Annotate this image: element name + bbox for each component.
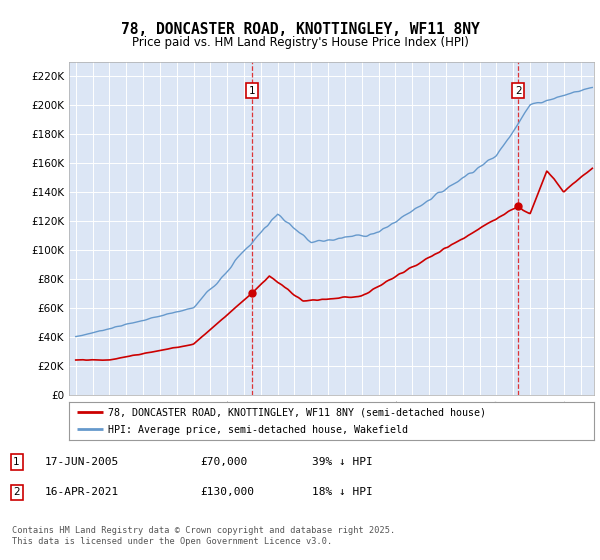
Text: 78, DONCASTER ROAD, KNOTTINGLEY, WF11 8NY (semi-detached house): 78, DONCASTER ROAD, KNOTTINGLEY, WF11 8N… — [109, 408, 487, 418]
Text: 18% ↓ HPI: 18% ↓ HPI — [312, 487, 373, 497]
Text: 16-APR-2021: 16-APR-2021 — [44, 487, 118, 497]
Text: £130,000: £130,000 — [200, 487, 254, 497]
Text: Price paid vs. HM Land Registry's House Price Index (HPI): Price paid vs. HM Land Registry's House … — [131, 36, 469, 49]
Text: 39% ↓ HPI: 39% ↓ HPI — [312, 457, 373, 467]
Text: 78, DONCASTER ROAD, KNOTTINGLEY, WF11 8NY: 78, DONCASTER ROAD, KNOTTINGLEY, WF11 8N… — [121, 22, 479, 38]
Text: 2: 2 — [13, 487, 20, 497]
Text: HPI: Average price, semi-detached house, Wakefield: HPI: Average price, semi-detached house,… — [109, 426, 409, 436]
Text: Contains HM Land Registry data © Crown copyright and database right 2025.
This d: Contains HM Land Registry data © Crown c… — [12, 526, 395, 546]
Text: 17-JUN-2005: 17-JUN-2005 — [44, 457, 118, 467]
Text: 2: 2 — [515, 86, 521, 96]
Text: 1: 1 — [13, 457, 20, 467]
Text: £70,000: £70,000 — [200, 457, 247, 467]
Text: 1: 1 — [248, 86, 255, 96]
